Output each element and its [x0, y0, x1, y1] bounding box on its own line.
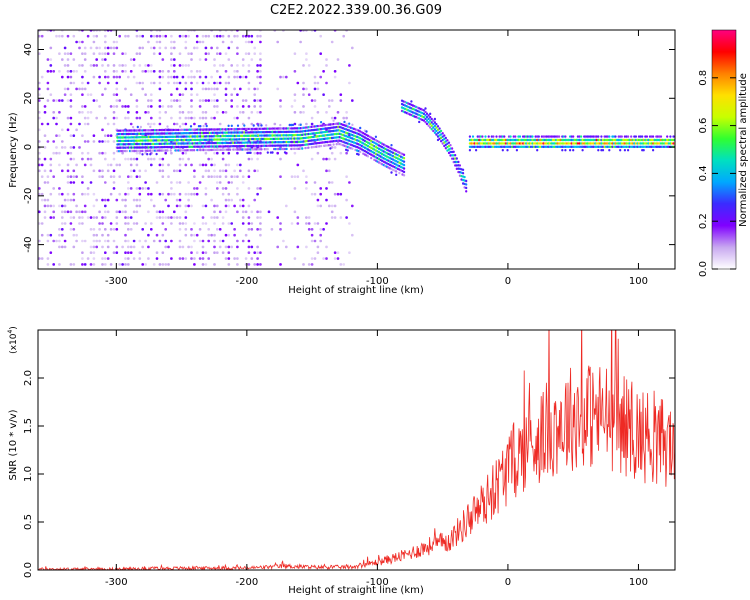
x-axis-label-bottom: Height of straight line (km): [288, 585, 424, 596]
y-axis-label-bottom: SNR (10 * v/v): [8, 409, 19, 480]
x-tick-label: -200: [236, 577, 259, 588]
colorbar-ticks: 0.0 0.2 0.4 0.6 0.8: [698, 70, 736, 277]
y-tick-label: -40: [23, 236, 34, 252]
y-tick-label: 2.0: [23, 370, 34, 386]
y-axis-top-panel: -40 -20 0 20 40: [23, 43, 675, 253]
y-tick-label: 40: [23, 43, 34, 56]
x-tick-label: -200: [236, 276, 259, 287]
x-axis-bottom-panel: -300 -200 -100 0 100: [105, 330, 648, 588]
x-tick-label: 0: [505, 577, 511, 588]
y-axis-label-top: Frequency (Hz): [8, 112, 19, 188]
y-tick-label: 20: [23, 92, 34, 105]
y-scale-factor: (x104): [7, 326, 19, 354]
x-tick-label: -300: [105, 276, 128, 287]
colorbar-tick-label: 0.6: [698, 118, 709, 134]
x-tick-label: 100: [629, 577, 648, 588]
x-tick-label: 100: [629, 276, 648, 287]
colorbar-tick-label: 0.4: [698, 165, 709, 181]
colorbar-tick-label: 0.8: [698, 70, 709, 86]
colorbar-label: Normalized spectral amplitude: [738, 73, 749, 227]
y-tick-label: 0: [23, 144, 34, 150]
y-tick-label: 0.5: [23, 514, 34, 530]
y-tick-label: 1.5: [23, 418, 34, 434]
x-tick-label: -100: [366, 276, 389, 287]
x-tick-label: -300: [105, 577, 128, 588]
x-tick-label: 0: [505, 276, 511, 287]
y-tick-label: 1.0: [23, 466, 34, 482]
y-tick-label: 0.0: [23, 562, 34, 578]
colorbar-tick-label: 0.2: [698, 213, 709, 229]
y-axis-bottom-panel: 0.0 0.5 1.0 1.5 2.0: [23, 370, 675, 578]
x-axis-top-panel: -300 -200 -100 0 100: [105, 30, 648, 287]
colorbar-tick-label: 0.0: [698, 261, 709, 277]
heatmap-cells: [38, 30, 675, 266]
y-tick-label: -20: [23, 188, 34, 204]
chart-title: C2E2.2022.339.00.36.G09: [270, 3, 442, 18]
snr-series-line: [38, 330, 675, 570]
snr-panel: -300 -200 -100 0 100 0.0 0.5 1.0 1.5 2.0 Height …: [7, 326, 676, 596]
x-axis-label-top: Height of straight line (km): [288, 285, 424, 296]
x-tick-label: -100: [366, 577, 389, 588]
colorbar: 0.0 0.2 0.4 0.6 0.8 Normalized spectral ampl…: [698, 29, 749, 277]
